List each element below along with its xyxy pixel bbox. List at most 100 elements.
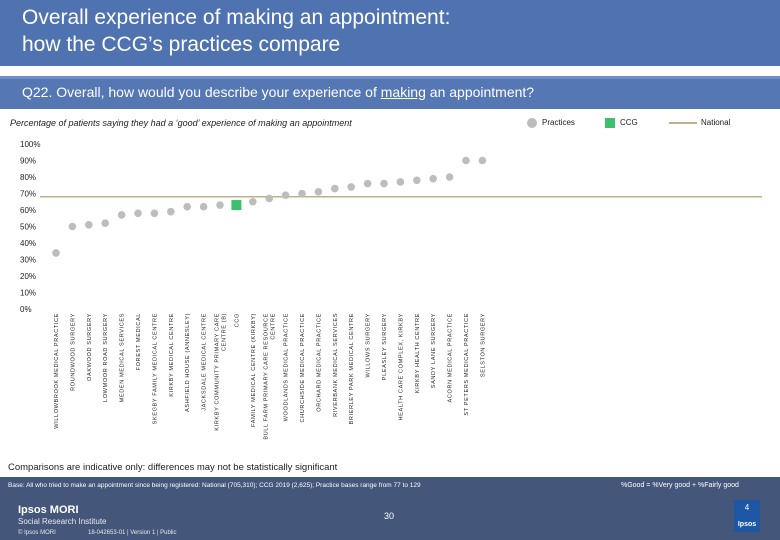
y-tick-label: 90% [20,157,36,166]
x-tick-label: ASHFIELD HOUSE (ANNESLEY) [185,313,191,412]
x-tick-label-line: FAMILY MEDICAL CENTRE (KIRKBY) [251,313,257,427]
scatter-chart: 0% 10% 20% 30% 40% 50% 60% 70% 80% 90% 100% WILLOWB… [20,140,762,440]
x-tick-label-line: CENTRE (B) [222,313,228,351]
practice-point [281,191,290,199]
x-tick-label-line: FOREST MEDICAL [136,313,142,370]
practice-point [380,179,388,188]
question-underlined: making [380,84,426,100]
x-tick-label: CCG [234,313,240,327]
legend-ccg-marker [605,118,615,128]
practice-point [478,156,487,165]
x-tick-label: ST PETERS MEDICAL PRACTICE [464,313,470,416]
x-tick-label-line: SELSTON SURGERY [480,313,486,377]
ipsos-logo: 4 Ipsos [734,500,760,532]
x-tick-label-line: ORCHARD MEDICAL PRACTICE [316,313,322,412]
x-tick-label-line: BRIERLEY PARK MEDICAL CENTRE [349,313,355,425]
x-tick-label: LOWMOOR ROAD SURGERY [103,313,109,402]
comparison-note: Comparisons are indicative only: differe… [8,462,338,473]
x-tick-label-line: OAKWOOD SURGERY [87,313,93,381]
question-text: Q22. Overall, how would you describe you… [22,84,534,100]
practice-point [52,249,60,257]
x-tick-label-line: RIVERBANK MEDICAL SERVICES [333,313,339,417]
x-tick-label: SELSTON SURGERY [480,313,486,377]
legend-national-marker [669,122,697,124]
practice-point [298,189,306,198]
chart-subtitle: Percentage of patients saying they had a… [10,118,352,128]
x-tick-label: KIRKBY HEALTH CENTRE [415,313,421,393]
legend-practice-marker [527,118,537,128]
practice-point [216,201,224,209]
x-tick-label: CHURCHSIDE MEDICAL PRACTICE [300,313,306,423]
x-tick-label-line: KIRKBY HEALTH CENTRE [415,313,421,393]
page-number: 30 [384,511,395,521]
practice-point [396,178,405,186]
x-tick-label-line: ST PETERS MEDICAL PRACTICE [464,313,470,416]
x-tick-label: BULL FARM PRIMARY CARE RESOURCECENTRE [264,313,277,440]
practice-point [199,202,208,211]
x-tick-label-line: SKEGBY FAMILY MEDICAL CENTRE [152,313,158,424]
y-tick-label: 0% [20,305,32,314]
logo-text: Ipsos [737,521,757,528]
y-tick-label: 30% [20,256,36,265]
x-tick-label-line: HEALTH CARE COMPLEX, KIRKBY [398,313,404,420]
footer-bar [0,477,780,540]
brand-subtitle: Social Research Institute [18,517,107,526]
legend-national-label: National [701,118,731,127]
x-tick-label-line: WILLOWS SURGERY [366,313,372,378]
practice-point [265,194,274,203]
header-bar [0,0,780,66]
page-title: Overall experience of making an appointm… [22,4,450,58]
x-tick-label-line: SANDY LANE SURGERY [431,313,437,388]
x-tick-label: ACORN MEDICAL PRACTICE [448,313,454,402]
x-tick-label-line: BULL FARM PRIMARY CARE RESOURCE [264,313,270,440]
legend-ccg-label: CCG [620,118,638,127]
x-tick-label: WILLOWBROOK MEDICAL PRACTICE [54,313,60,429]
x-tick-label-line: LOWMOOR ROAD SURGERY [103,313,109,402]
x-tick-label-line: CHURCHSIDE MEDICAL PRACTICE [300,313,306,423]
title-line-1: Overall experience of making an appointm… [22,6,451,29]
x-tick-label: JACKSDALE MEDICAL CENTRE [202,313,208,411]
x-tick-label: PLEASLEY SURGERY [382,313,388,380]
question-bar [0,76,780,109]
x-tick-label: FAMILY MEDICAL CENTRE (KIRKBY) [251,313,257,427]
x-tick-label-line: PLEASLEY SURGERY [382,313,388,380]
practice-point [167,207,175,216]
practice-point [314,188,323,196]
x-tick-label: ROUNDWOOD SURGERY [70,313,76,391]
x-tick-label: HEALTH CARE COMPLEX, KIRKBY [398,313,404,420]
x-tick-label-line: JACKSDALE MEDICAL CENTRE [202,313,208,411]
title-line-2: how the CCG’s practices compare [22,33,341,56]
x-tick-label: OAKWOOD SURGERY [87,313,93,381]
y-tick-label: 20% [20,272,36,281]
practice-point [249,197,257,206]
y-tick-label: 70% [20,190,36,199]
y-tick-label: 100% [20,140,40,149]
legend-practices-label: Practices [542,118,575,127]
x-tick-label-line: KIRKBY COMMUNITY PRIMARY CARE [215,313,221,431]
logo-top-mark: 4 [744,503,750,512]
x-tick-label-line: KIRKBY MEDICAL CENTRE [169,313,175,397]
y-tick-label: 10% [20,289,36,298]
practice-point [413,176,421,185]
good-definition-note: %Good = %Very good + %Fairly good [621,482,739,489]
y-tick-label: 80% [20,173,36,182]
practice-point [134,209,142,218]
question-prefix: Q22. Overall, how would you describe you… [22,84,381,100]
x-tick-label-line: ACORN MEDICAL PRACTICE [448,313,454,402]
practice-point [150,209,159,218]
x-tick-label: WILLOWS SURGERY [366,313,372,378]
practice-point [183,202,191,211]
practice-point [68,222,77,231]
x-tick-label: MEDEN MEDICAL SERVICES [120,313,126,402]
x-tick-label: KIRKBY MEDICAL CENTRE [169,313,175,397]
x-tick-label: BRIERLEY PARK MEDICAL CENTRE [349,313,355,425]
x-tick-label: SKEGBY FAMILY MEDICAL CENTRE [152,313,158,424]
job-number: 18-042653-01 | Version 1 | Public [88,530,177,536]
practice-point [85,221,93,229]
y-tick-label: 40% [20,239,36,248]
x-tick-label-line: CENTRE [271,313,277,340]
y-tick-label: 60% [20,206,36,215]
x-tick-label: WOODLANDS MEDICAL PRACTICE [284,313,290,421]
question-suffix: an appointment? [425,84,535,100]
practice-point [101,219,109,227]
